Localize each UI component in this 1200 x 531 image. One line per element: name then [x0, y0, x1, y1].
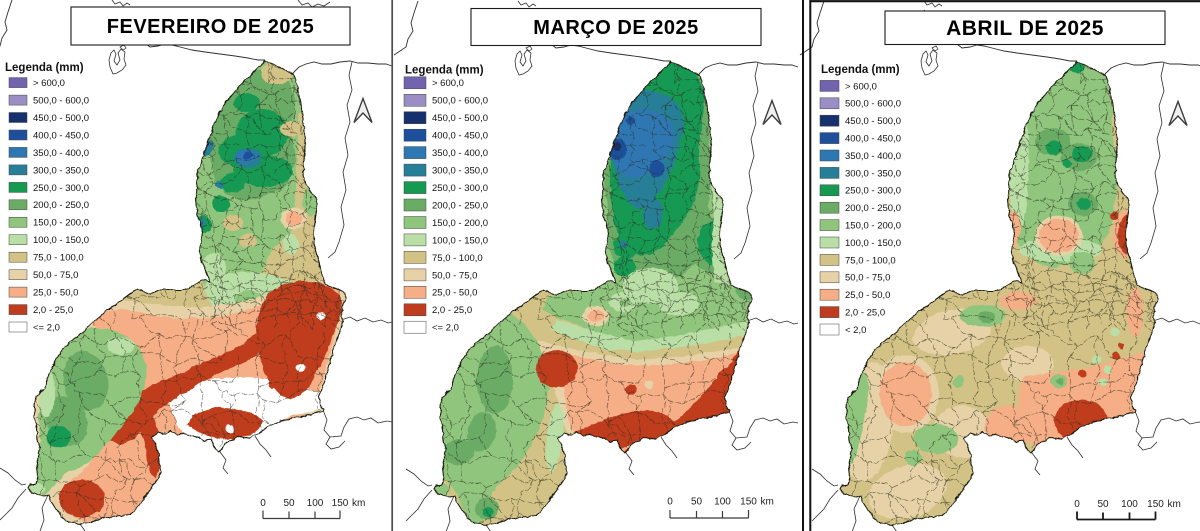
svg-text:km: km	[761, 497, 774, 508]
svg-text:100: 100	[307, 498, 324, 509]
svg-text:100: 100	[714, 497, 731, 508]
svg-text:150,0 - 200,0: 150,0 - 200,0	[845, 221, 901, 232]
svg-text:Legenda (mm): Legenda (mm)	[5, 62, 84, 74]
svg-text:0: 0	[1074, 499, 1080, 510]
svg-text:500,0 - 600,0: 500,0 - 600,0	[432, 96, 488, 107]
svg-text:50,0 - 75,0: 50,0 - 75,0	[845, 273, 890, 284]
svg-text:400,0 - 450,0: 400,0 - 450,0	[432, 131, 488, 142]
svg-text:50,0 - 75,0: 50,0 - 75,0	[33, 270, 78, 281]
svg-text:<= 2,0: <= 2,0	[33, 322, 60, 333]
svg-text:75,0 - 100,0: 75,0 - 100,0	[845, 255, 896, 266]
svg-text:150: 150	[332, 498, 349, 509]
svg-text:<= 2,0: <= 2,0	[432, 323, 459, 334]
svg-text:FEVEREIRO DE 2025: FEVEREIRO DE 2025	[107, 16, 314, 38]
svg-text:250,0 - 300,0: 250,0 - 300,0	[432, 183, 488, 194]
svg-text:km: km	[352, 498, 365, 509]
svg-text:km: km	[1168, 499, 1181, 510]
svg-text:350,0 - 400,0: 350,0 - 400,0	[845, 151, 901, 162]
svg-text:350,0 - 400,0: 350,0 - 400,0	[432, 148, 488, 159]
svg-text:> 600,0: > 600,0	[432, 78, 464, 89]
svg-text:75,0 - 100,0: 75,0 - 100,0	[33, 253, 84, 264]
svg-text:150: 150	[1147, 499, 1164, 510]
svg-text:400,0 - 450,0: 400,0 - 450,0	[845, 134, 901, 145]
svg-text:200,0 - 250,0: 200,0 - 250,0	[33, 200, 89, 211]
svg-text:Legenda (mm): Legenda (mm)	[405, 65, 484, 77]
svg-text:500,0 - 600,0: 500,0 - 600,0	[33, 96, 89, 107]
svg-text:100,0 - 150,0: 100,0 - 150,0	[432, 235, 488, 246]
svg-text:150,0 - 200,0: 150,0 - 200,0	[33, 218, 89, 229]
svg-text:75,0 - 100,0: 75,0 - 100,0	[432, 253, 483, 264]
svg-text:250,0 - 300,0: 250,0 - 300,0	[33, 183, 89, 194]
svg-text:450,0 - 500,0: 450,0 - 500,0	[845, 116, 901, 127]
svg-text:> 600,0: > 600,0	[33, 78, 65, 89]
svg-text:< 2,0: < 2,0	[845, 325, 866, 336]
svg-text:150,0 - 200,0: 150,0 - 200,0	[432, 218, 488, 229]
svg-text:50: 50	[1097, 499, 1109, 510]
svg-text:25,0 - 50,0: 25,0 - 50,0	[845, 290, 890, 301]
svg-text:25,0 - 50,0: 25,0 - 50,0	[432, 288, 477, 299]
svg-text:> 600,0: > 600,0	[845, 81, 877, 92]
svg-text:500,0 - 600,0: 500,0 - 600,0	[845, 99, 901, 110]
svg-text:150: 150	[740, 497, 757, 508]
svg-text:350,0 - 400,0: 350,0 - 400,0	[33, 148, 89, 159]
svg-text:ABRIL DE 2025: ABRIL DE 2025	[946, 17, 1104, 40]
svg-text:2,0 - 25,0: 2,0 - 25,0	[845, 308, 885, 319]
svg-text:300,0 - 350,0: 300,0 - 350,0	[432, 166, 488, 177]
svg-text:0: 0	[260, 498, 266, 509]
svg-text:Legenda (mm): Legenda (mm)	[821, 64, 900, 76]
svg-text:0: 0	[667, 497, 673, 508]
svg-text:200,0 - 250,0: 200,0 - 250,0	[432, 200, 488, 211]
svg-text:100,0 - 150,0: 100,0 - 150,0	[845, 238, 901, 249]
svg-text:300,0 - 350,0: 300,0 - 350,0	[845, 168, 901, 179]
svg-text:50: 50	[691, 497, 703, 508]
svg-text:300,0 - 350,0: 300,0 - 350,0	[33, 165, 89, 176]
svg-text:25,0 - 50,0: 25,0 - 50,0	[33, 288, 78, 299]
svg-text:450,0 - 500,0: 450,0 - 500,0	[33, 113, 89, 124]
svg-text:450,0 - 500,0: 450,0 - 500,0	[432, 113, 488, 124]
svg-text:2,0 - 25,0: 2,0 - 25,0	[432, 305, 472, 316]
svg-text:MARÇO DE 2025: MARÇO DE 2025	[533, 17, 698, 39]
svg-text:250,0 - 300,0: 250,0 - 300,0	[845, 186, 901, 197]
svg-text:2,0 - 25,0: 2,0 - 25,0	[33, 305, 73, 316]
svg-text:100,0 - 150,0: 100,0 - 150,0	[33, 235, 89, 246]
svg-text:50: 50	[283, 498, 295, 509]
svg-text:400,0 - 450,0: 400,0 - 450,0	[33, 130, 89, 141]
svg-text:50,0 - 75,0: 50,0 - 75,0	[432, 270, 477, 281]
svg-text:200,0 - 250,0: 200,0 - 250,0	[845, 203, 901, 214]
svg-text:100: 100	[1121, 499, 1138, 510]
